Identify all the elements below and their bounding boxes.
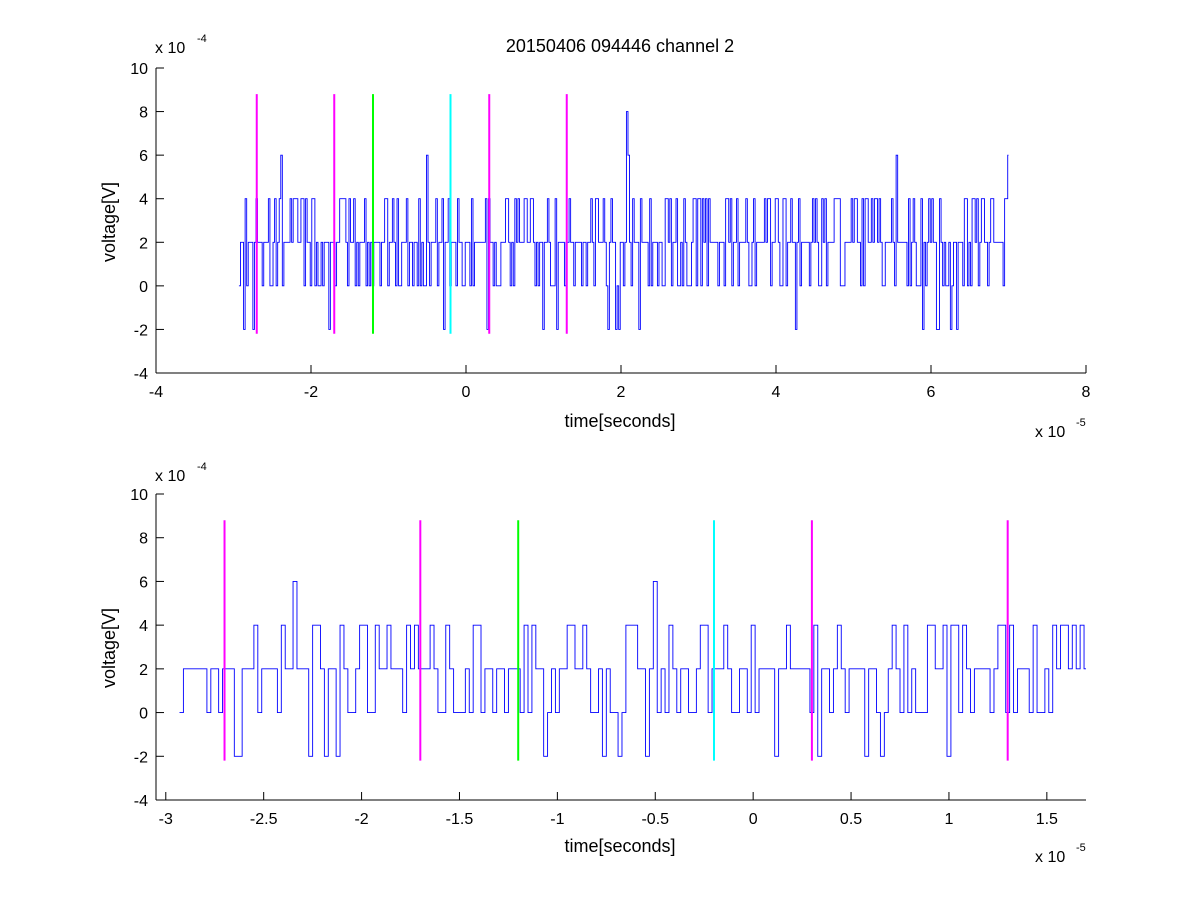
bottom-x-tick-label: 0.5 [840, 811, 862, 828]
top-x-multiplier-exponent: -5 [1076, 417, 1086, 429]
top-y-tick-label: 10 [130, 61, 148, 78]
bottom-y-multiplier-label: x 10 [155, 468, 185, 485]
top-signal-trace [238, 111, 1009, 330]
top-y-multiplier-label: x 10 [155, 40, 185, 57]
bottom-x-tick-label: 1 [944, 811, 953, 828]
top-signal-group [238, 111, 1009, 330]
bottom-signal-group [179, 580, 1086, 757]
top-y-tick-label: 0 [139, 279, 148, 296]
top-x-tick-label: 0 [462, 384, 471, 401]
bottom-x-tick-label: -1.5 [446, 811, 474, 828]
bottom-x-tick-label: 0 [749, 811, 758, 828]
top-y-tick-label: -4 [134, 366, 148, 383]
top-axes-ticks: -4 -2 0 2 4 6 8 -4 -2 0 2 4 6 8 10 [130, 61, 1090, 401]
bottom-marker-group [223, 520, 1009, 761]
bottom-x-axis-title: time[seconds] [564, 836, 675, 856]
bottom-y-tick-label: 0 [139, 706, 148, 723]
top-x-multiplier-label: x 10 [1035, 424, 1065, 441]
top-x-tick-label: 8 [1082, 384, 1091, 401]
bottom-y-multiplier-exponent: -4 [197, 461, 207, 473]
bottom-x-tick-label: -2.5 [250, 811, 278, 828]
bottom-x-multiplier-exponent: -5 [1076, 842, 1086, 854]
top-marker-group [255, 94, 568, 334]
top-y-tick-label: 4 [139, 192, 148, 209]
bottom-y-tick-label: 4 [139, 618, 148, 635]
bottom-x-multiplier-label: x 10 [1035, 849, 1065, 866]
top-x-tick-label: 6 [927, 384, 936, 401]
bottom-axes-ticks: -3 -2.5 -2 -1.5 -1 -0.5 0 0.5 1 1.5 -4 -2 0 2 4 6 8 10 [130, 487, 1058, 828]
bottom-y-tick-label: 2 [139, 662, 148, 679]
top-plot: 20150406 094446 channel 2 x 10 -4 x 10 -… [99, 33, 1091, 441]
bottom-x-tick-label: -3 [159, 811, 173, 828]
bottom-signal-trace [179, 580, 1086, 757]
top-y-tick-label: -2 [134, 322, 148, 339]
bottom-x-tick-label: 1.5 [1036, 811, 1058, 828]
top-y-tick-label: 6 [139, 148, 148, 165]
bottom-x-tick-label: -1 [550, 811, 564, 828]
top-x-tick-label: -2 [304, 384, 318, 401]
bottom-x-tick-label: -2 [354, 811, 368, 828]
bottom-plot: x 10 -4 x 10 -5 time[seconds] voltage[V]… [99, 461, 1086, 866]
bottom-x-multiplier: x 10 -5 [1035, 842, 1086, 866]
bottom-y-tick-label: 10 [130, 487, 148, 504]
top-y-tick-label: 2 [139, 235, 148, 252]
bottom-y-tick-label: -4 [134, 793, 148, 810]
top-y-tick-label: 8 [139, 105, 148, 122]
bottom-y-multiplier: x 10 -4 [155, 461, 207, 485]
bottom-y-tick-label: 8 [139, 531, 148, 548]
top-x-tick-label: -4 [149, 384, 163, 401]
bottom-x-tick-label: -0.5 [641, 811, 669, 828]
top-plot-title: 20150406 094446 channel 2 [506, 36, 734, 56]
top-y-multiplier-exponent: -4 [197, 33, 207, 45]
top-x-multiplier: x 10 -5 [1035, 417, 1086, 441]
bottom-y-tick-label: -2 [134, 749, 148, 766]
top-x-tick-label: 4 [772, 384, 781, 401]
top-x-tick-label: 2 [617, 384, 626, 401]
top-y-multiplier: x 10 -4 [155, 33, 207, 57]
bottom-y-tick-label: 6 [139, 574, 148, 591]
top-x-axis-title: time[seconds] [564, 411, 675, 431]
top-y-axis-title: voltage[V] [99, 182, 119, 262]
bottom-y-axis-title: voltage[V] [99, 608, 119, 688]
